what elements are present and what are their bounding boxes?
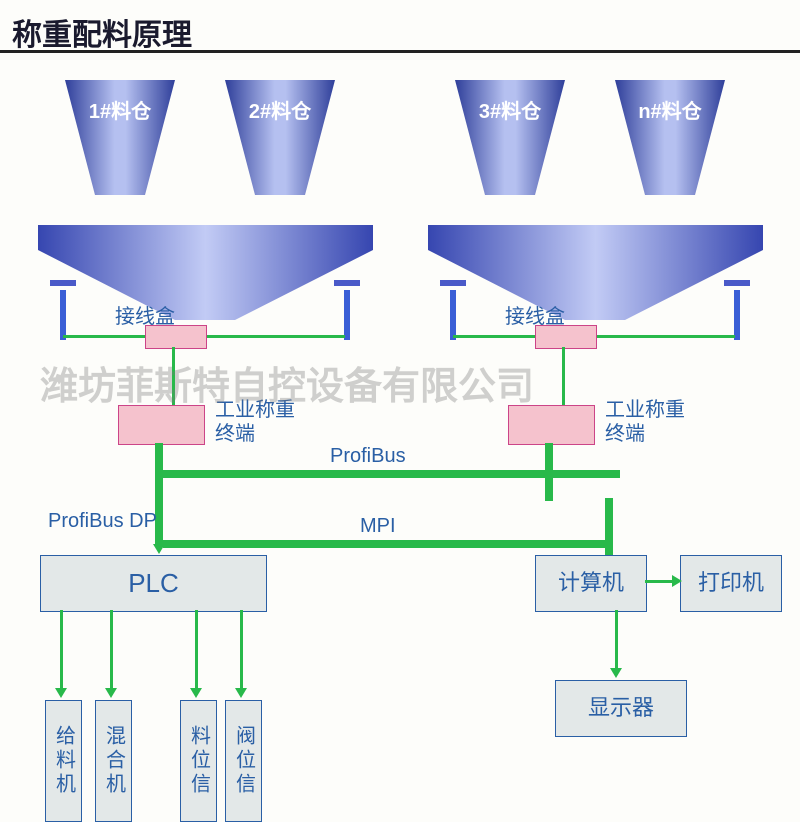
wire xyxy=(195,610,198,690)
feeder-block: 给料机 xyxy=(45,700,82,822)
loadcell-post xyxy=(344,290,350,340)
wire xyxy=(110,610,113,690)
display-block: 显示器 xyxy=(555,680,687,737)
wire xyxy=(240,610,243,690)
wire xyxy=(615,610,618,670)
wire xyxy=(205,335,345,338)
bus-drop xyxy=(155,470,163,546)
loadcell-post xyxy=(450,290,456,340)
loadcell-post xyxy=(60,290,66,340)
printer-block: 打印机 xyxy=(680,555,782,612)
diagram-canvas: 称重配料原理 xyxy=(0,0,800,800)
wire xyxy=(645,580,675,583)
silo-label-4: n#料仓 xyxy=(625,95,715,124)
wire xyxy=(63,335,145,338)
weighing-terminal-label: 工业称重 终端 xyxy=(605,398,685,446)
arrow-down-icon xyxy=(610,668,622,678)
weighing-terminal xyxy=(118,405,205,445)
level-block: 料位信 xyxy=(180,700,217,822)
silo-label-2: 2#料仓 xyxy=(235,95,325,124)
valve-block: 阀位信 xyxy=(225,700,262,822)
junction-box xyxy=(145,325,207,349)
profibus-bus xyxy=(155,470,620,478)
arrow-down-icon xyxy=(235,688,247,698)
profibus-label: ProfiBus xyxy=(330,445,406,468)
wire xyxy=(562,347,565,405)
wire xyxy=(595,335,735,338)
weighing-terminal xyxy=(508,405,595,445)
junction-box xyxy=(535,325,597,349)
silo-label-3: 3#料仓 xyxy=(465,95,555,124)
arrow-right-icon xyxy=(672,575,682,587)
profibus-dp-label: ProfiBus DP xyxy=(48,510,157,533)
loadcell-post xyxy=(734,290,740,340)
bus-drop xyxy=(605,498,613,555)
mixer-block: 混合机 xyxy=(95,700,132,822)
silo-label-1: 1#料仓 xyxy=(75,95,165,124)
hopper-left xyxy=(38,225,373,320)
hopper-right xyxy=(428,225,763,320)
plc-block: PLC xyxy=(40,555,267,612)
arrow-down-icon xyxy=(55,688,67,698)
mpi-label: MPI xyxy=(360,515,396,538)
bus-drop xyxy=(155,443,163,470)
mpi-bus xyxy=(163,540,610,548)
computer-block: 计算机 xyxy=(535,555,647,612)
watermark-text: 潍坊菲斯特自控设备有限公司 xyxy=(40,355,534,410)
arrow-down-icon xyxy=(105,688,117,698)
arrow-down-icon xyxy=(190,688,202,698)
wire xyxy=(60,610,63,690)
wire xyxy=(453,335,535,338)
